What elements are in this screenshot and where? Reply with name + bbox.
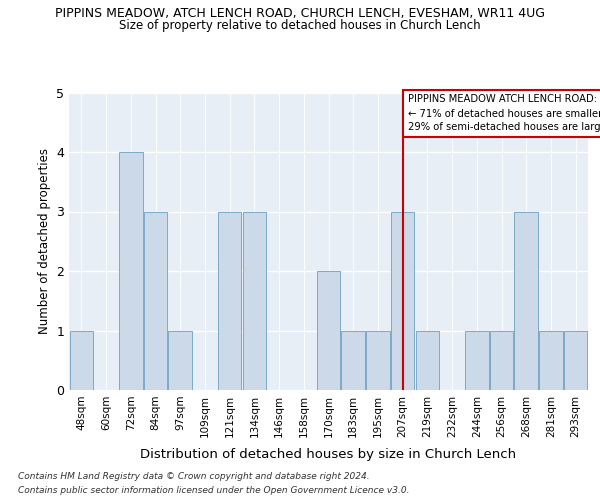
Bar: [514, 212, 538, 390]
Text: Size of property relative to detached houses in Church Lench: Size of property relative to detached ho…: [119, 19, 481, 32]
Bar: [564, 330, 587, 390]
Bar: [70, 330, 93, 390]
Bar: [539, 330, 563, 390]
Bar: [169, 330, 192, 390]
X-axis label: Distribution of detached houses by size in Church Lench: Distribution of detached houses by size …: [140, 448, 517, 461]
Text: Contains public sector information licensed under the Open Government Licence v3: Contains public sector information licen…: [18, 486, 409, 495]
Bar: [317, 271, 340, 390]
Bar: [242, 212, 266, 390]
Bar: [144, 212, 167, 390]
Bar: [366, 330, 389, 390]
Bar: [218, 212, 241, 390]
Bar: [490, 330, 513, 390]
Bar: [391, 212, 415, 390]
Text: PIPPINS MEADOW ATCH LENCH ROAD: 212sqm
← 71% of detached houses are smaller (20): PIPPINS MEADOW ATCH LENCH ROAD: 212sqm ←…: [407, 94, 600, 132]
Text: Contains HM Land Registry data © Crown copyright and database right 2024.: Contains HM Land Registry data © Crown c…: [18, 472, 370, 481]
Bar: [416, 330, 439, 390]
Y-axis label: Number of detached properties: Number of detached properties: [38, 148, 50, 334]
Text: PIPPINS MEADOW, ATCH LENCH ROAD, CHURCH LENCH, EVESHAM, WR11 4UG: PIPPINS MEADOW, ATCH LENCH ROAD, CHURCH …: [55, 8, 545, 20]
Bar: [341, 330, 365, 390]
Bar: [465, 330, 488, 390]
Bar: [119, 152, 143, 390]
